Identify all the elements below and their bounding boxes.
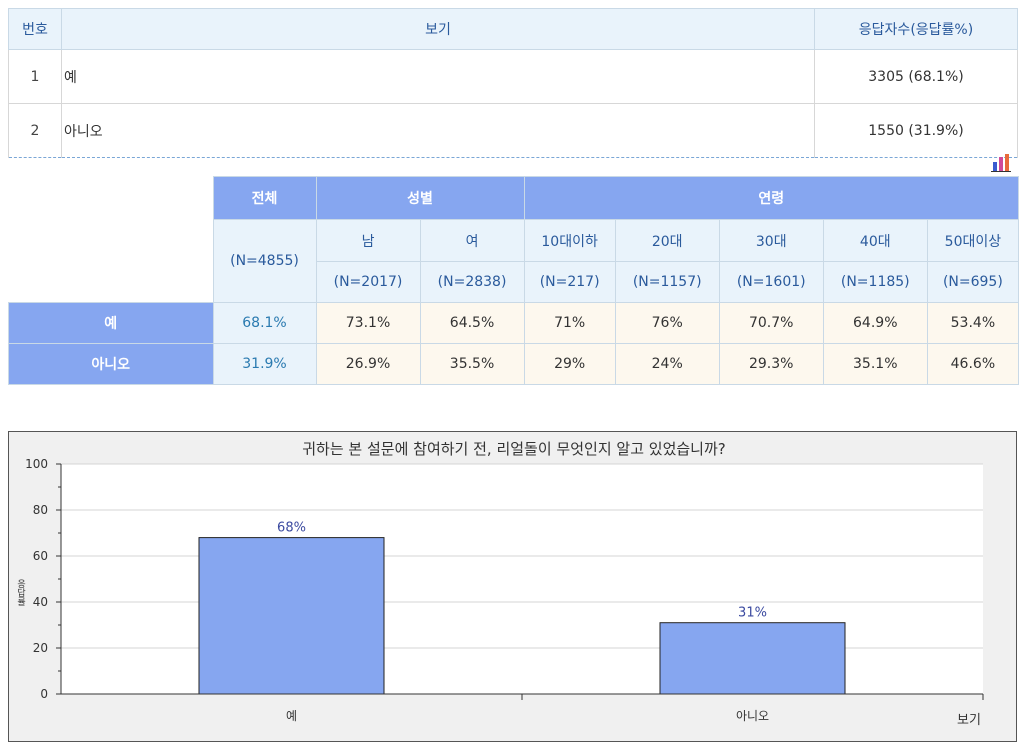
- crosstab-cell: 64.5%: [419, 302, 525, 344]
- x-tick-label: 예: [286, 709, 297, 723]
- y-tick-label: 20: [33, 641, 48, 655]
- crosstab-cell: 24%: [614, 343, 720, 385]
- header-option: 보기: [61, 8, 815, 50]
- table-row: 2 아니오 1550 (31.9%): [8, 103, 1018, 158]
- chart-title: 귀하는 본 설문에 참여하기 전, 리얼돌이 무엇인지 알고 있었습니까?: [302, 440, 725, 458]
- crosstab-gender-header: 성별: [315, 176, 525, 220]
- crosstab-col-label: 30대: [718, 219, 824, 262]
- crosstab-cell: 64.9%: [822, 302, 928, 344]
- y-tick-label: 80: [33, 503, 48, 517]
- crosstab-col-label: 50대이상: [926, 219, 1020, 262]
- crosstab-cell: 46.6%: [926, 343, 1020, 385]
- crosstab-age-header: 연령: [523, 176, 1020, 220]
- crosstab-col-label: 20대: [614, 219, 720, 262]
- crosstab-cell: 35.1%: [822, 343, 928, 385]
- crosstab-cell: 76%: [614, 302, 720, 344]
- crosstab-total-n: (N=4855): [212, 219, 317, 303]
- crosstab-corner: [8, 176, 213, 303]
- response-table: 번호 보기 응답자수(응답률%) 1 예 3305 (68.1%) 2 아니오 …: [8, 8, 1018, 158]
- row-num: 2: [8, 103, 62, 158]
- crosstab-col-label: 40대: [822, 219, 928, 262]
- crosstab-row: 예 68.1% 73.1% 64.5% 71% 76% 70.7% 64.9% …: [8, 302, 1020, 344]
- crosstab-cell: 29%: [523, 343, 616, 385]
- bar-chart-svg: 귀하는 본 설문에 참여하기 전, 리얼돌이 무엇인지 알고 있었습니까? 68…: [15, 440, 984, 728]
- x-tick-label: 아니오: [736, 709, 769, 723]
- crosstab-col-n: (N=1601): [718, 261, 824, 303]
- y-tick-label: 60: [33, 549, 48, 563]
- response-table-header: 번호 보기 응답자수(응답률%): [8, 8, 1018, 50]
- crosstab-row: 아니오 31.9% 26.9% 35.5% 29% 24% 29.3% 35.1…: [8, 343, 1020, 385]
- crosstab-col-n: (N=217): [523, 261, 616, 303]
- row-option: 예: [61, 49, 815, 104]
- bar: [198, 537, 385, 695]
- y-tick-label: 0: [40, 687, 48, 701]
- crosstab-cell-total: 68.1%: [212, 302, 317, 344]
- crosstab-col-label: 남: [315, 219, 421, 262]
- row-count: 3305 (68.1%): [814, 49, 1018, 104]
- y-axis-label: 응답률: [15, 579, 25, 606]
- y-tick-label: 100: [25, 457, 48, 471]
- crosstab-cell-total: 31.9%: [212, 343, 317, 385]
- bar-chart-icon[interactable]: [990, 153, 1012, 173]
- crosstab-row-label: 아니오: [8, 343, 214, 385]
- header-num: 번호: [8, 8, 62, 50]
- crosstab-cell: 70.7%: [718, 302, 824, 344]
- row-count: 1550 (31.9%): [814, 103, 1018, 158]
- crosstab-table: 전체 성별 연령 (N=4855) 남 여 10대이하 20대 30대 40대 …: [8, 176, 1020, 385]
- crosstab-col-n: (N=2017): [315, 261, 421, 303]
- crosstab-col-n: (N=695): [926, 261, 1020, 303]
- table-row: 1 예 3305 (68.1%): [8, 49, 1018, 104]
- crosstab-col-label: 여: [419, 219, 525, 262]
- crosstab-col-n: (N=1157): [614, 261, 720, 303]
- crosstab-cell: 73.1%: [315, 302, 421, 344]
- row-num: 1: [8, 49, 62, 104]
- x-axis-label: 보기: [957, 713, 981, 728]
- crosstab-cell: 35.5%: [419, 343, 525, 385]
- crosstab-total-header: 전체: [212, 176, 317, 220]
- crosstab-col-n: (N=2838): [419, 261, 525, 303]
- crosstab-cell: 26.9%: [315, 343, 421, 385]
- y-tick-label: 40: [33, 595, 48, 609]
- header-count: 응답자수(응답률%): [814, 8, 1018, 50]
- crosstab-cell: 53.4%: [926, 302, 1020, 344]
- row-option: 아니오: [61, 103, 815, 158]
- bar: [659, 622, 846, 695]
- crosstab-cell: 29.3%: [718, 343, 824, 385]
- bar-data-label: 68%: [277, 521, 306, 536]
- crosstab-col-n: (N=1185): [822, 261, 928, 303]
- crosstab-row-label: 예: [8, 302, 214, 344]
- crosstab-cell: 71%: [523, 302, 616, 344]
- bar-chart: 귀하는 본 설문에 참여하기 전, 리얼돌이 무엇인지 알고 있었습니까? 68…: [8, 431, 1017, 742]
- bar-data-label: 31%: [738, 606, 767, 621]
- crosstab-col-label: 10대이하: [523, 219, 616, 262]
